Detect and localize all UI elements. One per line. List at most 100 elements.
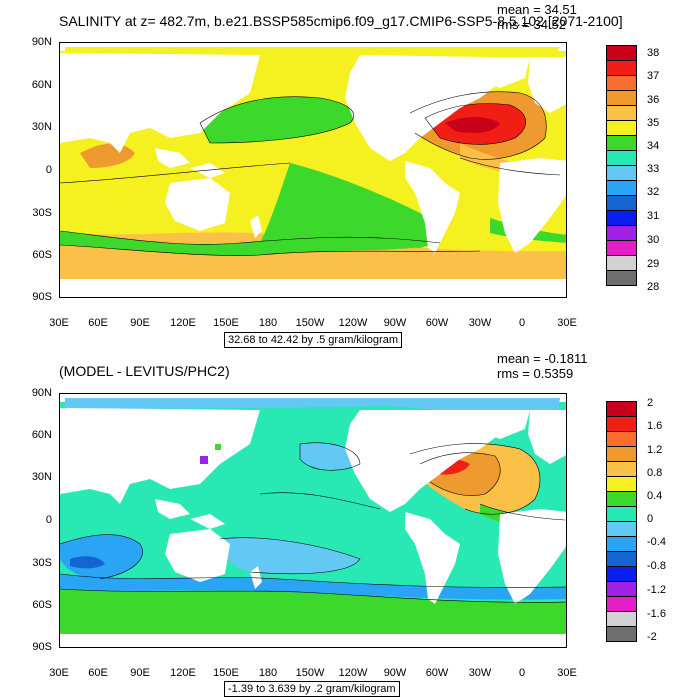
panel2-mean: mean = -0.1811 — [497, 351, 588, 366]
panel1-y-tick: 60N — [31, 79, 52, 91]
panel2-cb-label: -0.8 — [647, 560, 666, 572]
panel2-cb-seg — [606, 536, 637, 552]
panel2-x-tick: 120E — [170, 667, 196, 679]
panel2-contour-info: -1.39 to 3.639 by .2 gram/kilogram — [224, 681, 400, 697]
panel1-y-tick: 0 — [45, 164, 52, 176]
panel2-x-tick: 150W — [295, 667, 325, 679]
panel2-y-tick: 30S — [32, 557, 52, 569]
panel1-colorbar — [606, 45, 637, 286]
panel1-cb-seg — [606, 90, 637, 106]
panel1-cb-seg — [606, 195, 637, 211]
panel2-x-tick: 180 — [258, 667, 278, 679]
panel2-title: (MODEL - LEVITUS/PHC2) — [59, 363, 230, 379]
panel1-cb-label: 31 — [647, 210, 660, 222]
panel1-cb-seg — [606, 165, 637, 181]
panel1-map — [59, 42, 567, 298]
panel1-cb-seg — [606, 45, 637, 61]
panel2-y-tick: 60S — [32, 599, 52, 611]
panel1-x-tick: 0 — [518, 317, 526, 329]
panel2-map — [59, 393, 567, 648]
panel2-y-tick: 60N — [31, 429, 52, 441]
panel1-cb-seg — [606, 150, 637, 166]
panel2-colorbar — [606, 401, 637, 642]
panel1-cb-seg — [606, 75, 637, 91]
panel1-y-tick: 90N — [31, 36, 52, 48]
panel1-cb-seg — [606, 240, 637, 256]
panel1-x-tick: 30W — [468, 317, 492, 329]
panel1-cb-label: 37 — [647, 70, 660, 82]
panel2-cb-seg — [606, 521, 637, 537]
panel2-cb-seg — [606, 506, 637, 522]
panel1-x-tick: 150E — [213, 317, 239, 329]
panel2-cb-seg — [606, 476, 637, 492]
panel2-cb-seg — [606, 611, 637, 627]
panel2-cb-label: -0.4 — [647, 536, 666, 548]
panel1-rms: rms = 34.52 — [497, 17, 567, 32]
panel2-cb-label: -2 — [647, 631, 657, 643]
panel1-x-tick: 60E — [88, 317, 108, 329]
panel2-x-tick: 30E — [557, 667, 577, 679]
panel2-y-tick: 90N — [31, 387, 52, 399]
panel1-title: SALINITY at z= 482.7m, b.e21.BSSP585cmip… — [59, 13, 623, 29]
panel1-cb-label: 35 — [647, 117, 660, 129]
panel2-x-tick: 60E — [88, 667, 108, 679]
panel1-cb-seg — [606, 225, 637, 241]
panel2-cb-seg — [606, 446, 637, 462]
panel1-x-tick: 90W — [383, 317, 407, 329]
panel1-cb-label: 36 — [647, 94, 660, 106]
panel1-cb-label: 28 — [647, 281, 660, 293]
panel2-cb-seg — [606, 566, 637, 582]
panel1-map-field — [60, 43, 566, 297]
panel1-y-tick: 60S — [32, 249, 52, 261]
panel2-x-tick: 60W — [425, 667, 449, 679]
panel1-cb-label: 33 — [647, 163, 660, 175]
panel1-cb-seg — [606, 135, 637, 151]
panel2-cb-seg — [606, 416, 637, 432]
panel1-cb-label: 30 — [647, 234, 660, 246]
panel2-cb-seg — [606, 401, 637, 417]
panel2-cb-label: -1.6 — [647, 608, 666, 620]
panel1-y-tick: 90S — [32, 291, 52, 303]
panel1-cb-seg — [606, 255, 637, 271]
panel2-cb-seg — [606, 626, 637, 642]
panel2-cb-seg — [606, 461, 637, 477]
panel2-cb-label: 0.8 — [647, 467, 663, 479]
panel2-cb-seg — [606, 431, 637, 447]
panel2-x-tick: 120W — [338, 667, 368, 679]
panel2-cb-label: 1.2 — [647, 444, 663, 456]
panel1-cb-label: 32 — [647, 186, 660, 198]
panel2-cb-seg — [606, 551, 637, 567]
panel2-cb-label: 0.4 — [647, 490, 663, 502]
panel1-mean: mean = 34.51 — [497, 2, 577, 17]
panel1-x-tick: 120E — [170, 317, 196, 329]
panel1-cb-seg — [606, 210, 637, 226]
panel1-cb-seg — [606, 270, 637, 286]
panel1-x-tick: 180 — [258, 317, 278, 329]
panel2-x-tick: 90W — [383, 667, 407, 679]
panel1-cb-label: 29 — [647, 258, 660, 270]
panel2-y-tick: 90S — [32, 641, 52, 653]
panel2-cb-label: 2 — [647, 397, 654, 409]
panel1-x-tick: 30E — [49, 317, 69, 329]
panel1-x-tick: 90E — [130, 317, 150, 329]
panel1-contour-info: 32.68 to 42.42 by .5 gram/kilogram — [224, 332, 402, 348]
panel1-x-tick: 30E — [557, 317, 577, 329]
panel1-cb-seg — [606, 105, 637, 121]
panel2-y-tick: 0 — [45, 514, 52, 526]
panel2-x-tick: 150E — [213, 667, 239, 679]
panel1-y-tick: 30S — [32, 207, 52, 219]
panel2-x-tick: 0 — [518, 667, 526, 679]
panel2-cb-label: -1.2 — [647, 584, 666, 596]
panel1-cb-seg — [606, 180, 637, 196]
panel2-y-tick: 30N — [31, 471, 52, 483]
panel2-x-tick: 90E — [130, 667, 150, 679]
panel2-cb-label: 0 — [647, 513, 654, 525]
panel1-cb-seg — [606, 120, 637, 136]
panel2-cb-seg — [606, 491, 637, 507]
panel2-rms: rms = 0.5359 — [497, 366, 574, 381]
panel1-cb-label: 38 — [647, 47, 660, 59]
panel2-map-field — [60, 394, 566, 647]
panel2-x-tick: 30E — [49, 667, 69, 679]
panel2-cb-label: 1.6 — [647, 420, 663, 432]
panel2-cb-seg — [606, 581, 637, 597]
